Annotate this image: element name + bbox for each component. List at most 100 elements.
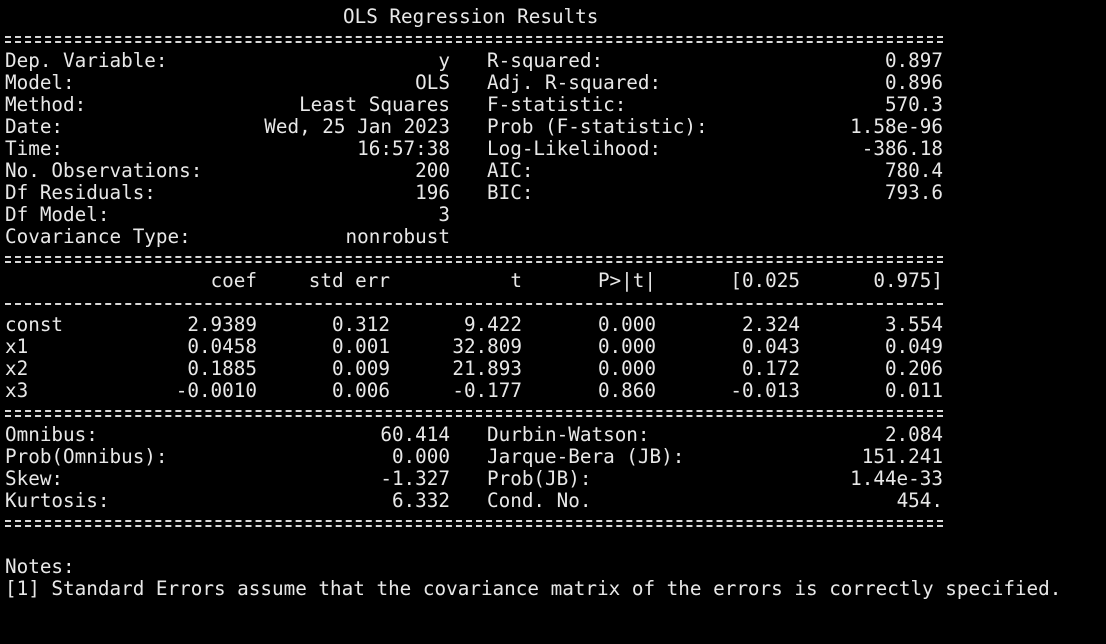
summary-label: Time: [5, 137, 64, 160]
table-cell: 0.043 [741, 335, 800, 358]
table-row: x3 -0.0010 0.006 -0.177 0.860 -0.013 0.0… [5, 380, 1106, 402]
table-cell: 0.000 [597, 335, 656, 358]
page-title: OLS Regression Results [343, 5, 599, 28]
blank-line [5, 534, 1106, 556]
stat-value: 0.897 [884, 49, 943, 72]
column-header: t [510, 269, 522, 292]
summary-value: nonrobust [345, 225, 450, 248]
table-cell: 0.001 [331, 335, 390, 358]
row-name: x1 [5, 335, 29, 358]
row-name: const [5, 313, 64, 336]
summary-row: Date: Wed, 25 Jan 2023 Prob (F-statistic… [5, 116, 1106, 138]
single-rule [5, 292, 1106, 314]
summary-row: Dep. Variable: y R-squared: 0.897 [5, 50, 1106, 72]
title-line: OLS Regression Results [5, 6, 1106, 28]
notes-item-line: [1] Standard Errors assume that the cova… [5, 578, 1106, 600]
summary-value: 3 [438, 203, 450, 226]
table-cell: -0.0010 [175, 379, 257, 402]
table-cell: 0.206 [884, 357, 943, 380]
table-cell: 0.000 [597, 357, 656, 380]
summary-value: y [438, 49, 450, 72]
summary-label: Df Model: [5, 203, 110, 226]
diagnostic-value: -1.327 [380, 467, 450, 490]
diagnostic-label: Durbin-Watson: [487, 423, 650, 446]
table-cell: 0.006 [331, 379, 390, 402]
table-cell: 32.809 [452, 335, 522, 358]
summary-row: Method: Least Squares F-statistic: 570.3 [5, 94, 1106, 116]
table-cell: 2.9389 [187, 313, 257, 336]
diagnostic-label: Skew: [5, 467, 64, 490]
stat-value: 793.6 [884, 181, 943, 204]
table-row: const 2.9389 0.312 9.422 0.000 2.324 3.5… [5, 314, 1106, 336]
stat-label: Prob (F-statistic): [487, 115, 708, 138]
table-cell: 0.011 [884, 379, 943, 402]
diagnostics-row: Prob(Omnibus): 0.000 Jarque-Bera (JB): 1… [5, 446, 1106, 468]
table-cell: 9.422 [463, 313, 522, 336]
notes-heading: Notes: [5, 555, 75, 578]
table-cell: 0.1885 [187, 357, 257, 380]
summary-value: 16:57:38 [357, 137, 450, 160]
summary-label: Method: [5, 93, 87, 116]
diagnostic-value: 454. [896, 489, 943, 512]
stat-value: 780.4 [884, 159, 943, 182]
diagnostic-value: 0.000 [391, 445, 450, 468]
row-name: x2 [5, 357, 29, 380]
stat-value: 1.58e-96 [850, 115, 943, 138]
table-cell: 0.860 [597, 379, 656, 402]
summary-label: No. Observations: [5, 159, 203, 182]
summary-label: Dep. Variable: [5, 49, 168, 72]
column-header: std err [308, 269, 390, 292]
table-cell: 0.0458 [187, 335, 257, 358]
table-row: x2 0.1885 0.009 21.893 0.000 0.172 0.206 [5, 358, 1106, 380]
table-row: x1 0.0458 0.001 32.809 0.000 0.043 0.049 [5, 336, 1106, 358]
column-header: P>|t| [597, 269, 656, 292]
terminal-output: OLS Regression Results Dep. Variable: y … [5, 6, 1106, 600]
stat-value: 0.896 [884, 71, 943, 94]
column-header: [0.025 [730, 269, 800, 292]
summary-row: No. Observations: 200 AIC: 780.4 [5, 160, 1106, 182]
stat-label: BIC: [487, 181, 534, 204]
summary-value: Least Squares [299, 93, 450, 116]
table-cell: 2.324 [741, 313, 800, 336]
stat-label: Adj. R-squared: [487, 71, 662, 94]
diagnostic-value: 2.084 [884, 423, 943, 446]
table-cell: 0.172 [741, 357, 800, 380]
notes-heading-line: Notes: [5, 556, 1106, 578]
stat-value: 570.3 [884, 93, 943, 116]
summary-value: 200 [415, 159, 450, 182]
diagnostic-label: Cond. No. [487, 489, 592, 512]
table-cell: -0.177 [452, 379, 522, 402]
table-cell: 3.554 [884, 313, 943, 336]
table-cell: 21.893 [452, 357, 522, 380]
stat-label: Log-Likelihood: [487, 137, 662, 160]
diagnostic-value: 6.332 [391, 489, 450, 512]
table-cell: 0.009 [331, 357, 390, 380]
column-header: coef [210, 269, 257, 292]
table-cell: 0.049 [884, 335, 943, 358]
summary-row: Model: OLS Adj. R-squared: 0.896 [5, 72, 1106, 94]
column-header: 0.975] [873, 269, 943, 292]
coef-table-header: coef std err t P>|t| [0.025 0.975] [5, 270, 1106, 292]
diagnostic-value: 151.241 [861, 445, 943, 468]
stat-value: -386.18 [861, 137, 943, 160]
table-cell: -0.013 [730, 379, 800, 402]
stat-label: AIC: [487, 159, 534, 182]
double-rule [5, 248, 1106, 270]
double-rule [5, 28, 1106, 50]
summary-row: Df Residuals: 196 BIC: 793.6 [5, 182, 1106, 204]
table-cell: 0.000 [597, 313, 656, 336]
summary-label: Df Residuals: [5, 181, 156, 204]
diagnostics-row: Omnibus: 60.414 Durbin-Watson: 2.084 [5, 424, 1106, 446]
summary-row: Covariance Type: nonrobust [5, 226, 1106, 248]
summary-value: OLS [415, 71, 450, 94]
summary-value: 196 [415, 181, 450, 204]
diagnostic-value: 60.414 [380, 423, 450, 446]
stat-label: F-statistic: [487, 93, 627, 116]
notes-item: [1] Standard Errors assume that the cova… [5, 577, 1062, 600]
summary-label: Model: [5, 71, 75, 94]
summary-label: Date: [5, 115, 64, 138]
stat-label: R-squared: [487, 49, 604, 72]
summary-row: Time: 16:57:38 Log-Likelihood: -386.18 [5, 138, 1106, 160]
diagnostics-row: Skew: -1.327 Prob(JB): 1.44e-33 [5, 468, 1106, 490]
diagnostic-label: Prob(JB): [487, 467, 592, 490]
